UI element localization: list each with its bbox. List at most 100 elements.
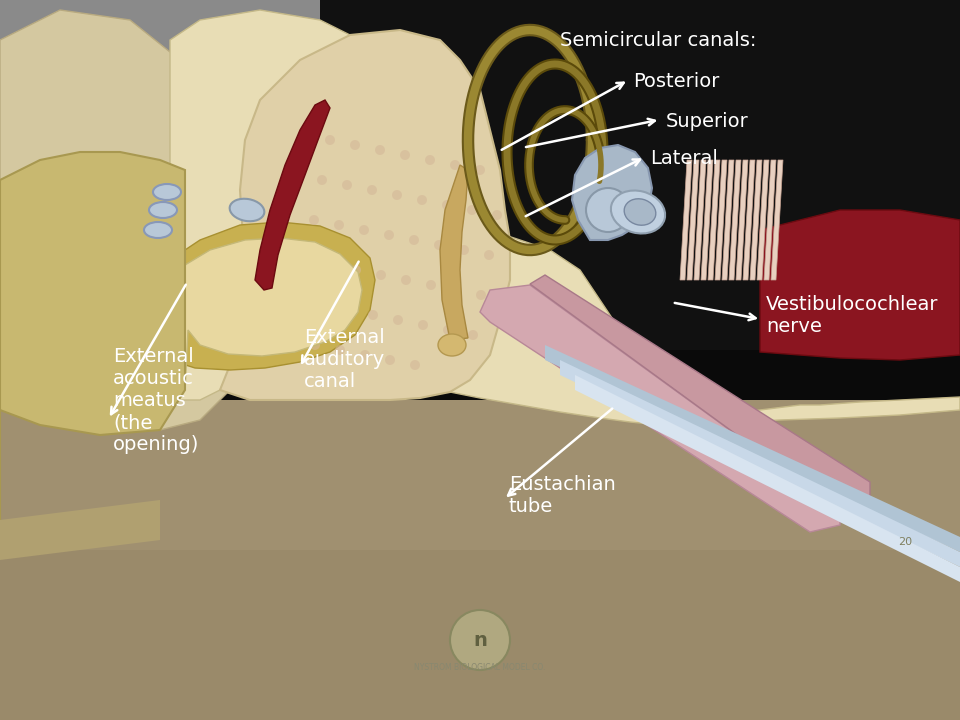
Circle shape — [400, 150, 410, 160]
Text: Eustachian
tube: Eustachian tube — [509, 475, 615, 516]
Circle shape — [410, 360, 420, 370]
Polygon shape — [530, 275, 870, 510]
Circle shape — [293, 295, 303, 305]
Circle shape — [476, 290, 486, 300]
Polygon shape — [708, 160, 720, 280]
Ellipse shape — [438, 334, 466, 356]
Polygon shape — [764, 160, 776, 280]
Polygon shape — [575, 375, 960, 582]
Circle shape — [492, 210, 502, 220]
Circle shape — [318, 300, 328, 310]
Polygon shape — [0, 0, 320, 400]
Polygon shape — [0, 0, 960, 340]
Circle shape — [367, 185, 377, 195]
Text: Semicircular canals:: Semicircular canals: — [560, 31, 756, 50]
Polygon shape — [0, 152, 185, 560]
Polygon shape — [255, 100, 330, 290]
Circle shape — [409, 235, 419, 245]
Polygon shape — [694, 160, 706, 280]
Ellipse shape — [149, 202, 177, 218]
Circle shape — [384, 230, 394, 240]
Text: Lateral: Lateral — [650, 149, 718, 168]
Circle shape — [443, 325, 453, 335]
Polygon shape — [722, 160, 734, 280]
Polygon shape — [440, 165, 468, 340]
Text: External
auditory
canal: External auditory canal — [304, 328, 386, 390]
Polygon shape — [729, 160, 741, 280]
Circle shape — [425, 155, 435, 165]
Circle shape — [343, 305, 353, 315]
Circle shape — [335, 345, 345, 355]
Polygon shape — [771, 160, 783, 280]
Circle shape — [334, 220, 344, 230]
Polygon shape — [0, 550, 960, 720]
Circle shape — [468, 330, 478, 340]
Polygon shape — [220, 30, 510, 400]
Circle shape — [309, 215, 319, 225]
Circle shape — [317, 175, 327, 185]
Polygon shape — [185, 238, 362, 390]
Circle shape — [310, 340, 320, 350]
Ellipse shape — [611, 191, 665, 233]
Ellipse shape — [229, 199, 264, 221]
Circle shape — [417, 195, 427, 205]
Polygon shape — [715, 160, 727, 280]
Text: n: n — [473, 631, 487, 649]
Text: Vestibulocochlear
nerve: Vestibulocochlear nerve — [766, 295, 939, 336]
Polygon shape — [300, 0, 960, 400]
Polygon shape — [170, 222, 375, 400]
Circle shape — [385, 355, 395, 365]
Polygon shape — [0, 10, 245, 560]
Circle shape — [393, 315, 403, 325]
Circle shape — [350, 140, 360, 150]
Ellipse shape — [624, 199, 656, 225]
Text: Superior: Superior — [665, 112, 748, 130]
Circle shape — [351, 265, 361, 275]
Circle shape — [459, 245, 469, 255]
Circle shape — [375, 145, 385, 155]
Polygon shape — [687, 160, 699, 280]
Text: 20: 20 — [898, 537, 912, 547]
Circle shape — [442, 200, 452, 210]
Circle shape — [359, 225, 369, 235]
Circle shape — [342, 180, 352, 190]
Circle shape — [450, 160, 460, 170]
Ellipse shape — [144, 222, 172, 238]
Circle shape — [285, 335, 295, 345]
Circle shape — [484, 250, 494, 260]
Circle shape — [325, 135, 335, 145]
Polygon shape — [680, 160, 692, 280]
Circle shape — [301, 255, 311, 265]
Polygon shape — [0, 350, 960, 405]
Polygon shape — [757, 160, 769, 280]
Circle shape — [426, 280, 436, 290]
Text: Posterior: Posterior — [634, 72, 720, 91]
Circle shape — [475, 165, 485, 175]
Polygon shape — [736, 160, 748, 280]
Ellipse shape — [153, 184, 181, 200]
Polygon shape — [545, 345, 960, 552]
Text: NYSTROM BIOLOGICAL MODEL CO.: NYSTROM BIOLOGICAL MODEL CO. — [415, 664, 545, 672]
Text: External
acoustic
meatus
(the
opening): External acoustic meatus (the opening) — [113, 347, 200, 454]
Circle shape — [467, 205, 477, 215]
Polygon shape — [170, 10, 960, 425]
Circle shape — [418, 320, 428, 330]
Polygon shape — [760, 210, 960, 360]
Polygon shape — [0, 500, 160, 560]
Polygon shape — [480, 285, 840, 532]
Polygon shape — [572, 145, 652, 240]
Circle shape — [360, 350, 370, 360]
Polygon shape — [560, 360, 960, 567]
Circle shape — [376, 270, 386, 280]
Circle shape — [450, 610, 510, 670]
Circle shape — [368, 310, 378, 320]
Circle shape — [326, 260, 336, 270]
Polygon shape — [743, 160, 755, 280]
Circle shape — [434, 240, 444, 250]
Circle shape — [586, 188, 630, 232]
Circle shape — [401, 275, 411, 285]
Circle shape — [451, 285, 461, 295]
Circle shape — [392, 190, 402, 200]
Polygon shape — [0, 400, 960, 720]
Polygon shape — [701, 160, 713, 280]
